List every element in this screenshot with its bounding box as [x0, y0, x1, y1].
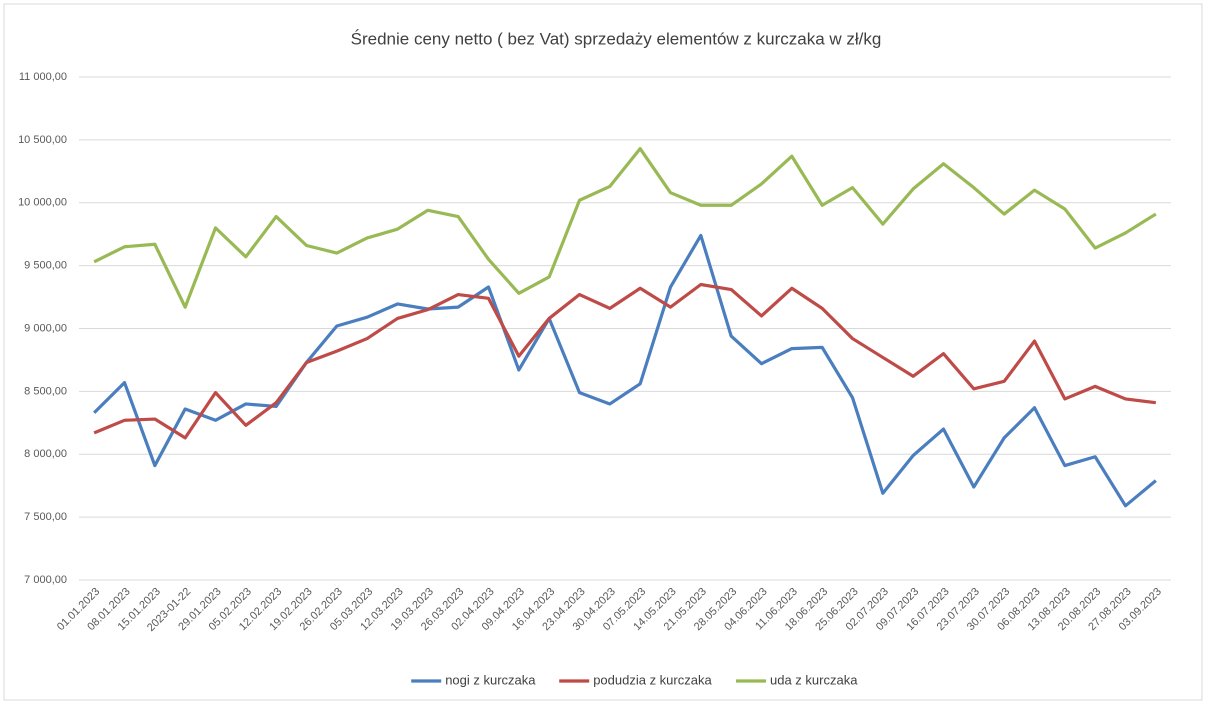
y-tick-label: 10 500,00	[18, 134, 67, 146]
chart-border	[3, 3, 1203, 701]
y-tick-label: 9 500,00	[24, 260, 67, 272]
series-line	[93, 282, 1157, 440]
y-tick-label: 10 000,00	[18, 197, 67, 209]
y-tick-label: 8 000,00	[24, 448, 67, 460]
y-tick-label: 9 000,00	[24, 322, 67, 334]
y-tick-label: 7 000,00	[24, 574, 67, 586]
chart-title: Średnie ceny netto ( bez Vat) sprzedaży …	[351, 29, 882, 48]
y-tick-label: 8 500,00	[24, 385, 67, 397]
legend-label: uda z kurczaka	[770, 672, 858, 687]
y-tick-label: 11 000,00	[19, 71, 67, 83]
series-line	[93, 147, 1157, 309]
legend-label: podudzia z kurczaka	[593, 672, 712, 687]
y-tick-label: 7 500,00	[24, 511, 67, 523]
legend-label: nogi z kurczaka	[445, 672, 536, 687]
